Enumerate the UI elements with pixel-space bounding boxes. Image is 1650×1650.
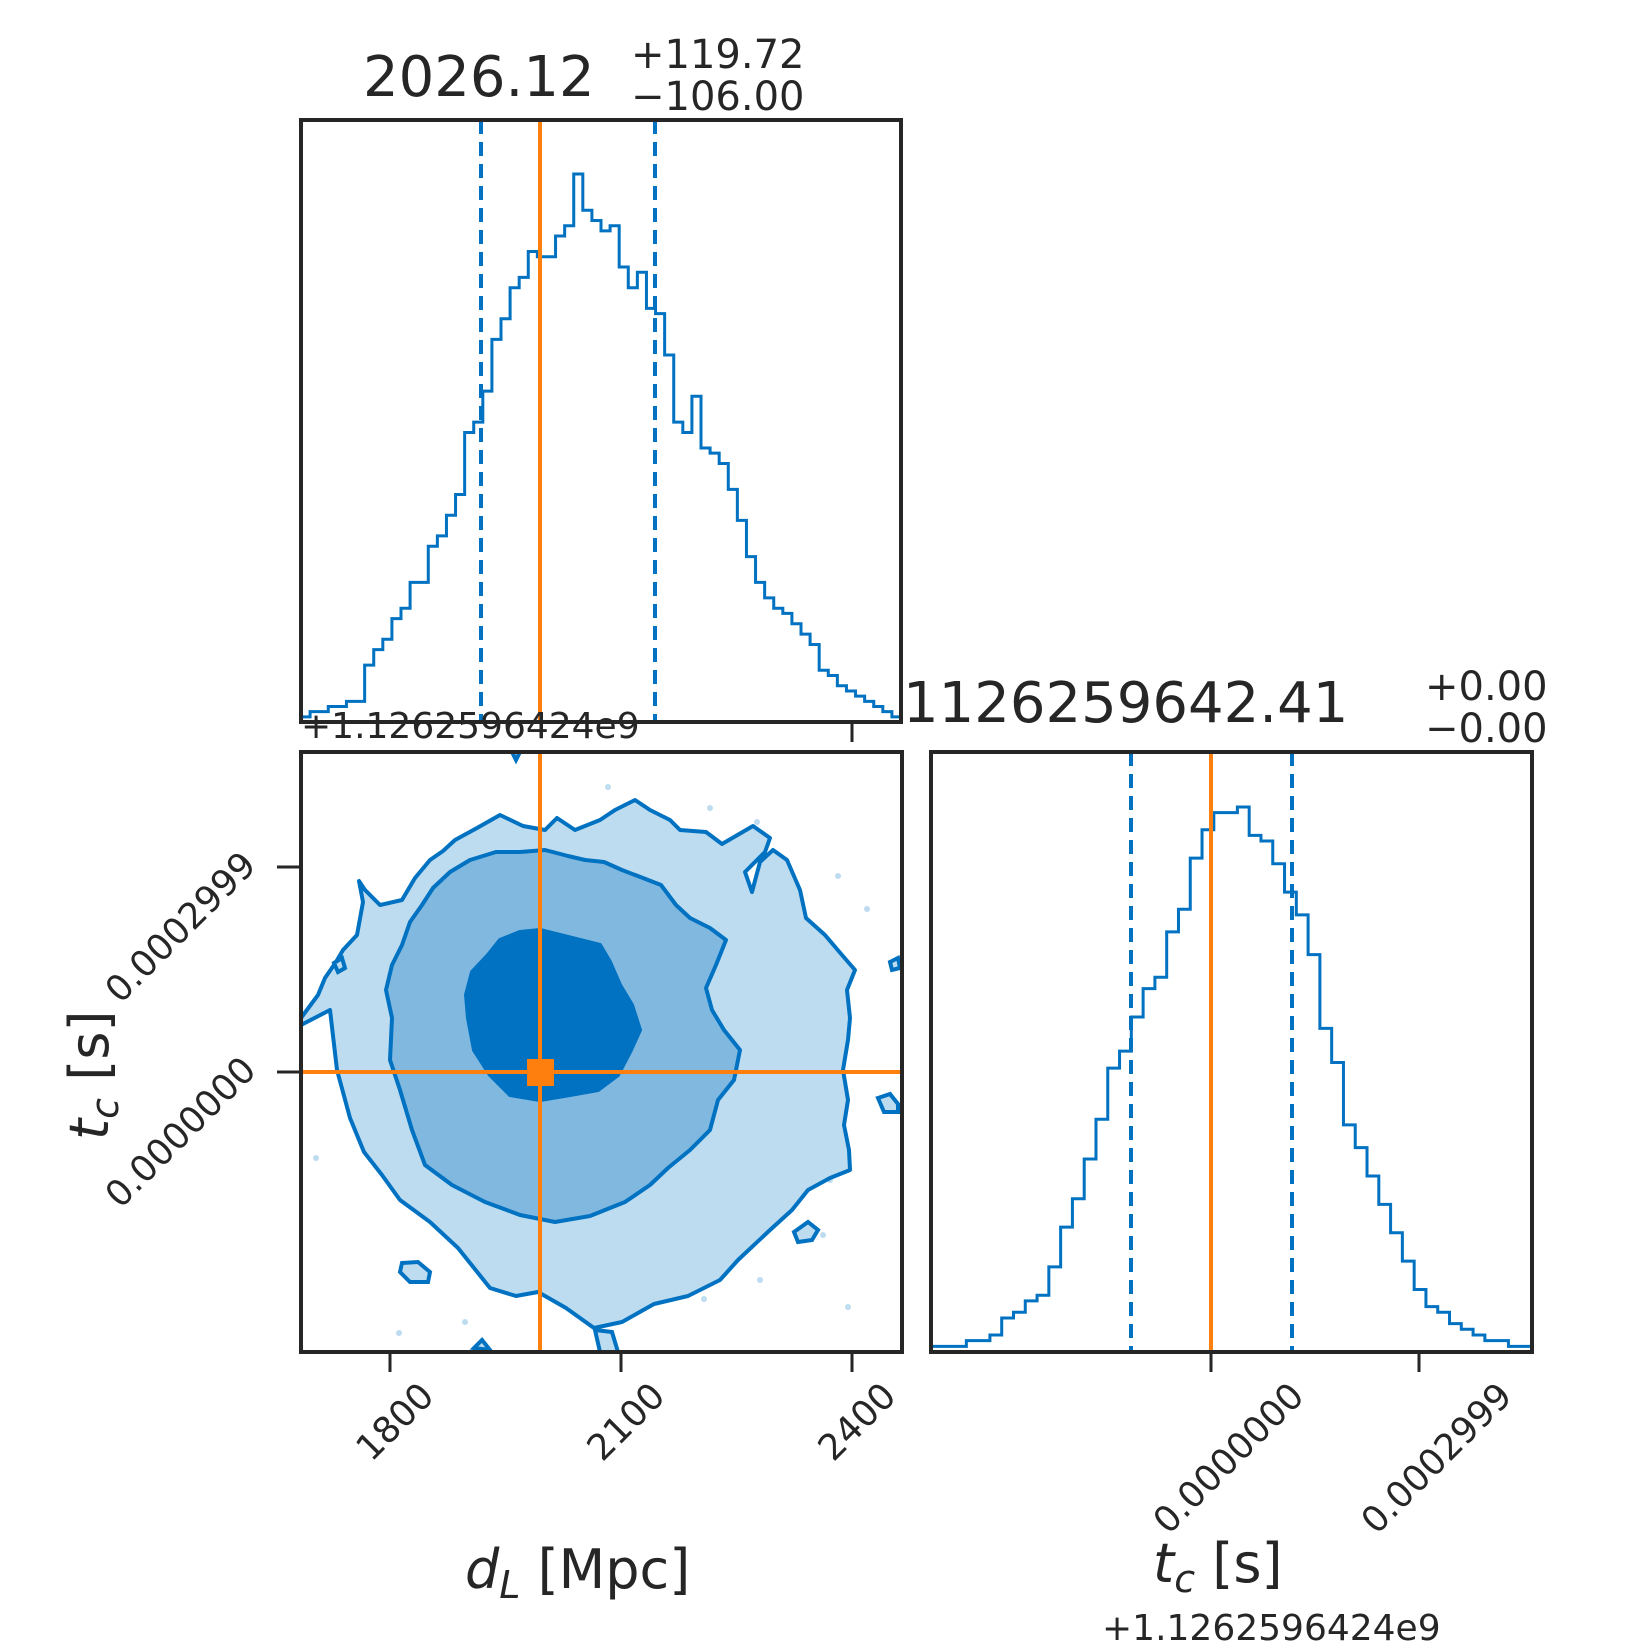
hist-tc-title-minus: −0.00 (1425, 706, 1548, 752)
joint-ylabel: tc [s] (58, 1010, 127, 1140)
hist-dL-title-minus: −106.00 (631, 74, 804, 120)
joint-xlabel: dL [Mpc] (465, 1538, 690, 1607)
hist-dL-panel: 2026.12 +119.72 −106.00 +1.1262596424e9 (299, 32, 903, 747)
joint-xtick-label-0: 1800 (349, 1375, 443, 1469)
hist-dL-bins (299, 172, 903, 722)
hist-dL-title-plus: +119.72 (631, 32, 804, 78)
hist-dL-step-line (299, 172, 903, 722)
hist-tc-xlabel: tc [s] (1153, 1532, 1283, 1601)
joint-ytick-label-0: 0.0000000 (98, 1049, 265, 1216)
hist-dL-title-value: 2026.12 (363, 45, 595, 110)
hist-dL-title: 2026.12 (363, 45, 595, 110)
hist-dL-offset-text: +1.1262596424e9 (301, 706, 640, 747)
hist-tc-title-value: 1126259642.41 (903, 671, 1348, 736)
hist-tc-xtick-label-1: 0.0002999 (1354, 1375, 1521, 1542)
contour-level-3 (464, 928, 642, 1102)
joint-ytick-label-1: 0.0002999 (98, 844, 265, 1011)
hist-tc-frame (929, 750, 1534, 1354)
hist-tc-bins (929, 805, 1534, 1352)
hist-tc-step-line (929, 805, 1534, 1352)
joint-xtick-label-1: 2100 (580, 1375, 674, 1469)
joint-truth-marker (527, 1059, 554, 1086)
joint-frame (299, 750, 904, 1354)
joint-xtick-label-2: 2400 (811, 1375, 905, 1469)
hist-tc-xtick-label-0: 0.0000000 (1146, 1375, 1313, 1542)
hist-tc-offset-text: +1.1262596424e9 (1102, 1608, 1441, 1649)
joint-panel: 1800 2100 2400 0.0000000 0.0002999 dL [M… (58, 750, 905, 1607)
hist-tc-panel: 1126259642.41 +0.00 −0.00 0.0000000 0.00… (903, 664, 1548, 1649)
hist-dL-frame (299, 118, 903, 724)
hist-tc-title-plus: +0.00 (1425, 664, 1548, 710)
